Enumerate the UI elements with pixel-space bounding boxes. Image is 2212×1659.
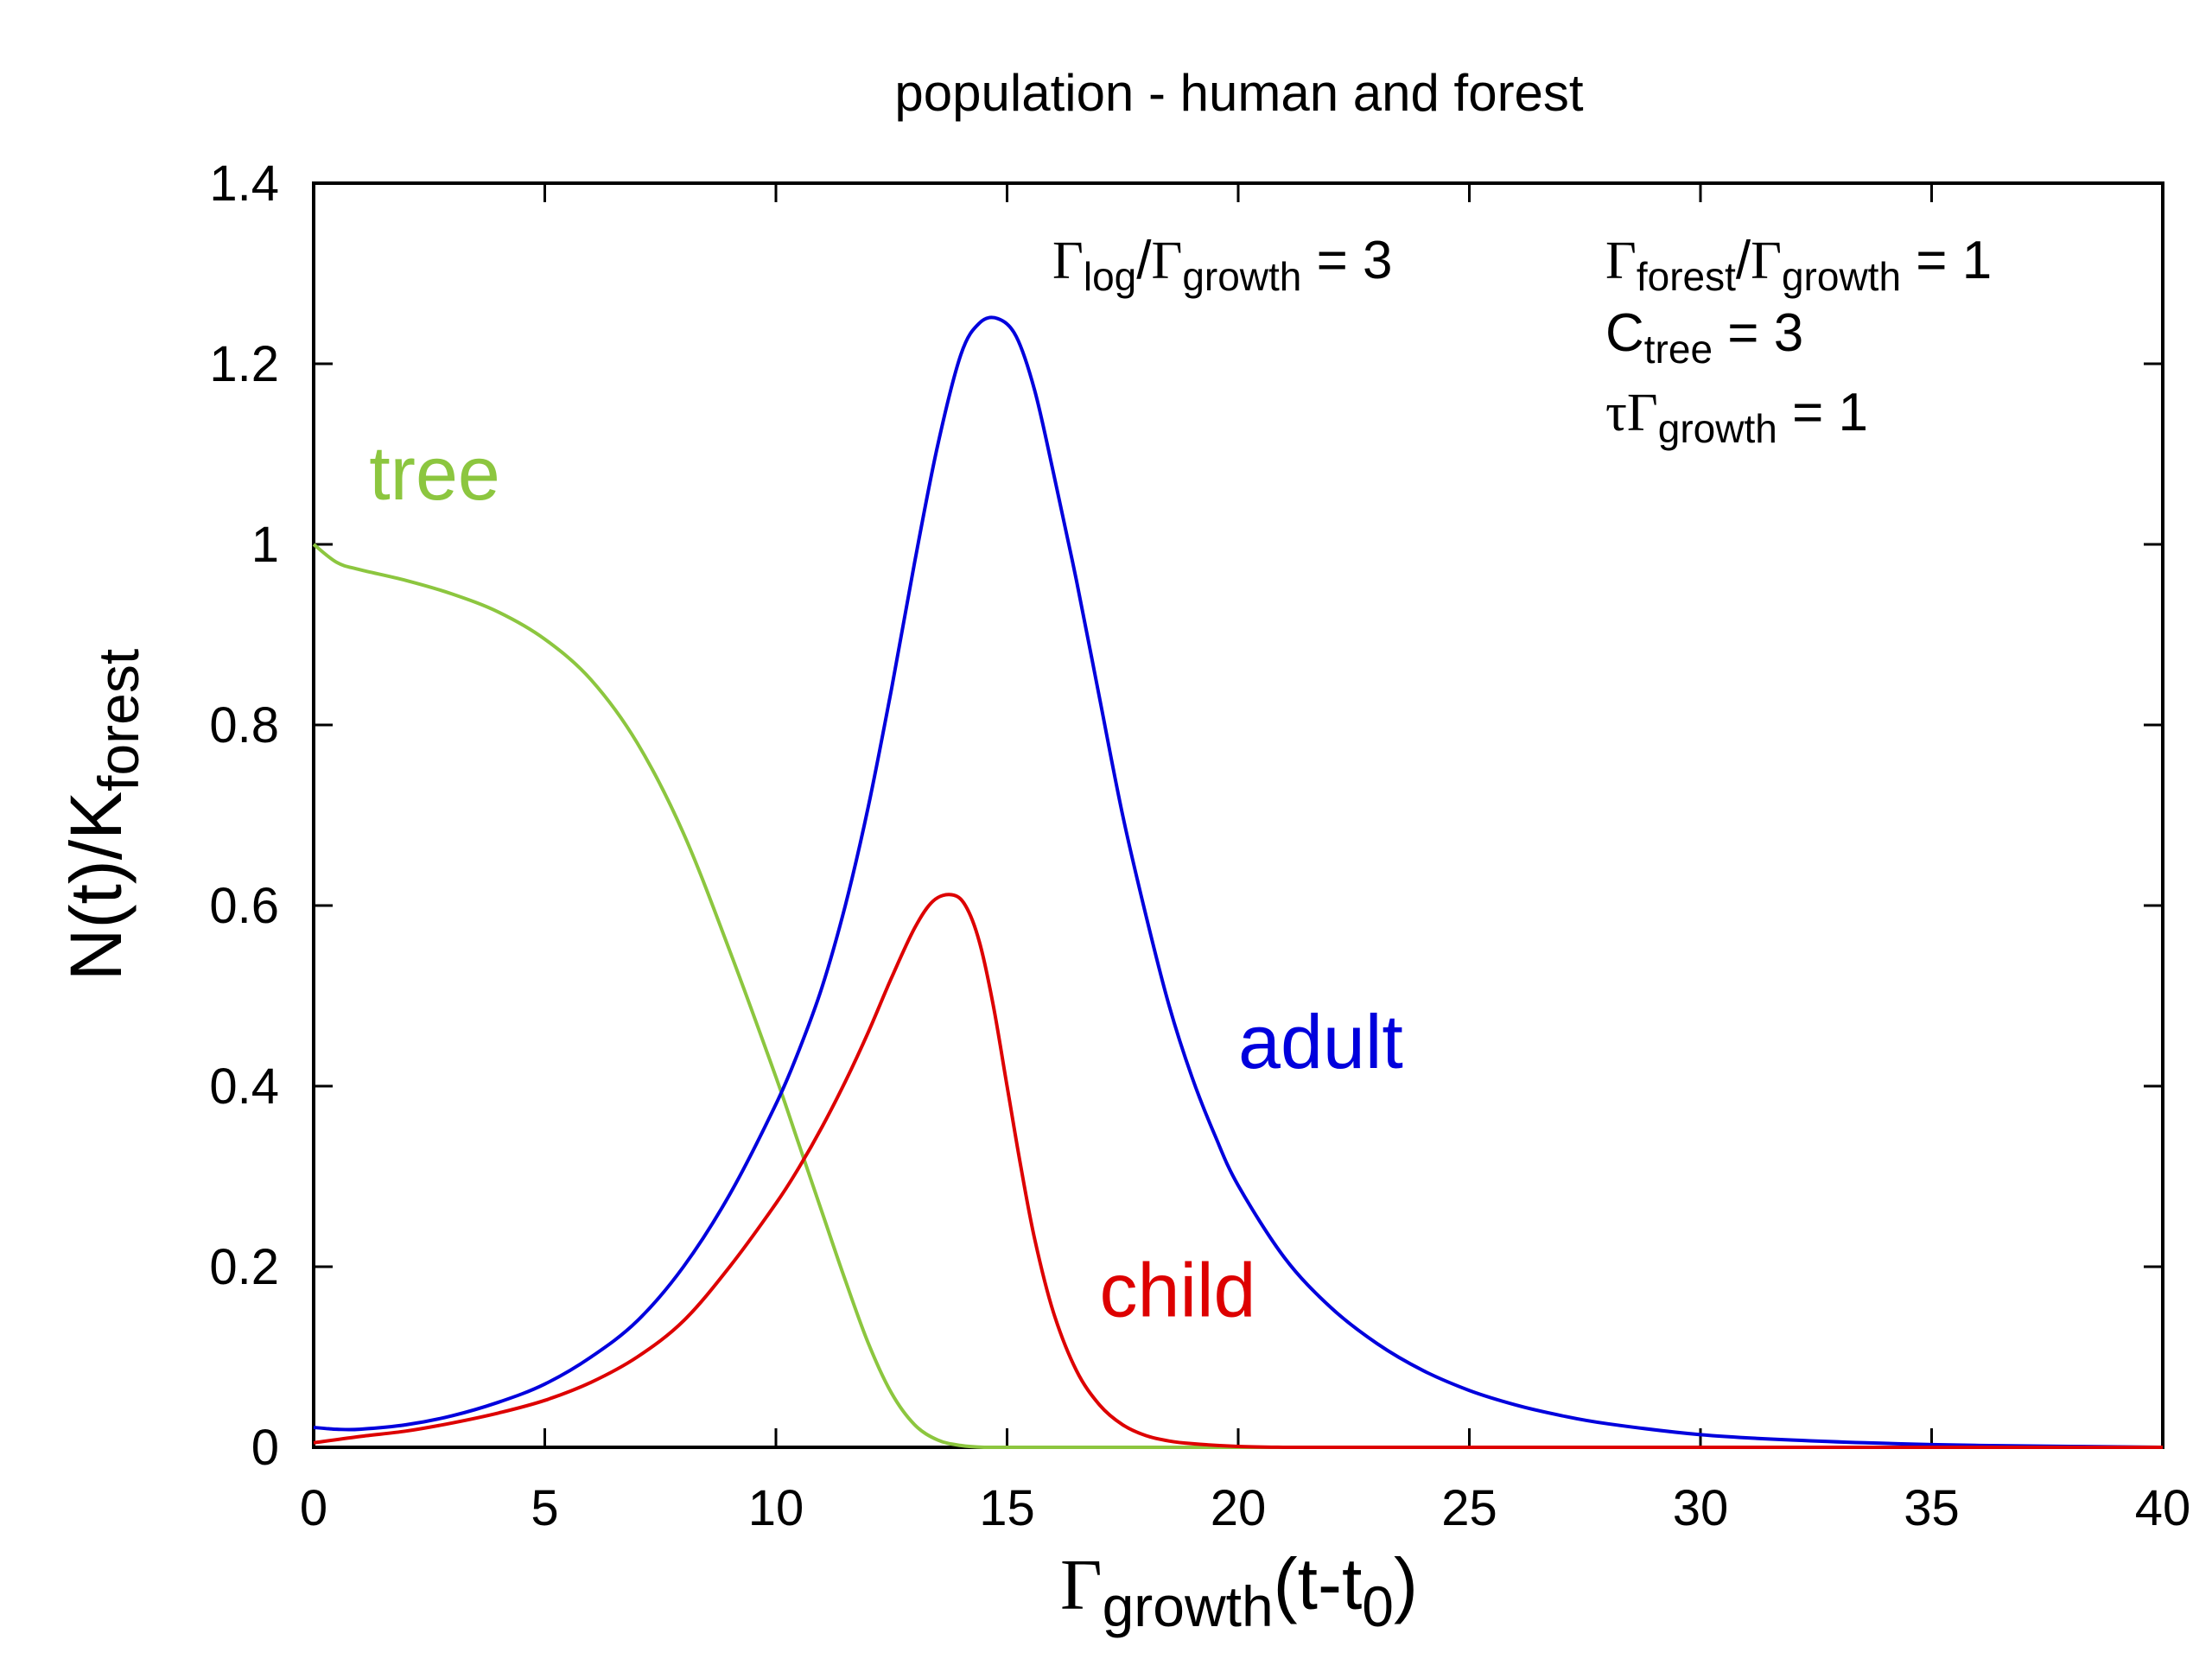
x-tick-label: 0 [300, 1480, 327, 1536]
series-child-line [313, 893, 2163, 1450]
curve-label-adult: adult [1238, 999, 1403, 1084]
y-tick-label: 0 [251, 1420, 279, 1476]
y-axis-label: N(t)/Kforest [55, 649, 150, 981]
x-tick-label: 40 [2135, 1480, 2191, 1536]
curves [312, 315, 2164, 1450]
x-tick-label: 10 [748, 1480, 804, 1536]
annotation-tau: τΓgrowth = 1 [1605, 383, 1868, 451]
series-adult-line [313, 315, 2164, 1449]
curve-label-tree: tree [369, 430, 500, 516]
y-tick-label: 0.6 [209, 878, 279, 934]
curve-label-child: child [1100, 1247, 1256, 1332]
y-tick-label: 0.8 [209, 697, 279, 753]
x-tick-label: 30 [1673, 1480, 1729, 1536]
x-axis-label: Γgrowth(t-t0) [1060, 1543, 1418, 1638]
y-tick-label: 0.4 [209, 1058, 279, 1115]
axis-ticks: 0 5 10 15 20 25 30 35 40 0 0.2 0.4 0.6 0.8 1 1.2 1.4 [209, 156, 2190, 1536]
annotation-c-tree: Ctree = 3 [1605, 303, 1803, 372]
x-tick-label: 5 [531, 1480, 558, 1536]
annotation-log-ratio: Γlog/Γgrowth = 3 [1052, 231, 1393, 299]
x-tick-label: 35 [1904, 1480, 1960, 1536]
annotation-forest-ratio: Γforest/Γgrowth = 1 [1605, 231, 1992, 299]
y-tick-label: 0.2 [209, 1239, 279, 1295]
y-tick-label: 1 [251, 517, 279, 573]
chart-title: population - human and forest [894, 64, 1584, 122]
y-tick-label: 1.2 [209, 336, 279, 392]
y-tick-label: 1.4 [209, 156, 279, 212]
x-tick-label: 15 [979, 1480, 1035, 1536]
x-tick-label: 25 [1441, 1480, 1497, 1536]
x-tick-label: 20 [1211, 1480, 1267, 1536]
curve-labels: tree adult child [369, 430, 1403, 1333]
